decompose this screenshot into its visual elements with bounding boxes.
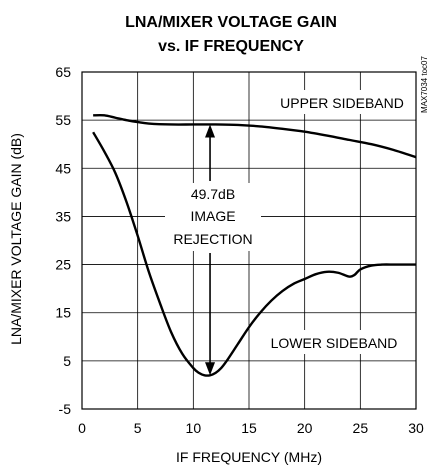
chart-title-line-2: vs. IF FREQUENCY	[158, 38, 304, 55]
image-rejection-arrows	[205, 124, 216, 376]
x-tick-label: 15	[241, 420, 257, 436]
y-tick-labels: -5 5 15 25 35 45 55 65	[55, 64, 71, 417]
y-tick-label: 5	[63, 353, 71, 369]
x-tick-label: 5	[134, 420, 142, 436]
lower-label-box	[257, 330, 412, 354]
x-tick-label: 20	[297, 420, 313, 436]
rejection-value-label: 49.7dB	[191, 186, 235, 202]
plot-frame	[81, 71, 417, 410]
arrow-head-up	[205, 124, 216, 138]
x-tick-label: 30	[408, 420, 424, 436]
upper-sideband-label: UPPER SIDEBAND	[280, 95, 404, 111]
y-tick-label: 55	[55, 112, 71, 128]
upper-label-box	[270, 90, 415, 114]
y-tick-label: 65	[55, 64, 71, 80]
y-tick-label: 45	[55, 160, 71, 176]
rejection-image-label: IMAGE	[190, 208, 235, 224]
series-line-lower-sideband	[92, 131, 416, 377]
y-tick-label: 25	[55, 257, 71, 273]
series-line-upper-sideband	[93, 113, 417, 159]
chart-title-line-1: LNA/MIXER VOLTAGE GAIN	[125, 14, 337, 31]
lower-sideband-label: LOWER SIDEBAND	[271, 335, 398, 351]
rejection-word-label: REJECTION	[173, 231, 252, 247]
y-tick-label: -5	[59, 401, 72, 417]
x-tick-label: 25	[353, 420, 369, 436]
annotation-background	[165, 90, 415, 354]
y-tick-label: 35	[55, 208, 71, 224]
series-lines	[92, 113, 417, 377]
y-tick-label: 15	[55, 305, 71, 321]
x-tick-label: 0	[78, 420, 86, 436]
y-axis-label: LNA/MIXER VOLTAGE GAIN (dB)	[8, 133, 24, 345]
arrow-head-down	[205, 362, 216, 376]
annotation-box	[165, 183, 261, 251]
x-tick-labels: 0 5 10 15 20 25 30	[78, 420, 424, 436]
figure-code: MAX7034 toc07	[420, 56, 429, 113]
x-tick-label: 10	[186, 420, 202, 436]
x-axis-label: IF FREQUENCY (MHz)	[176, 449, 322, 465]
